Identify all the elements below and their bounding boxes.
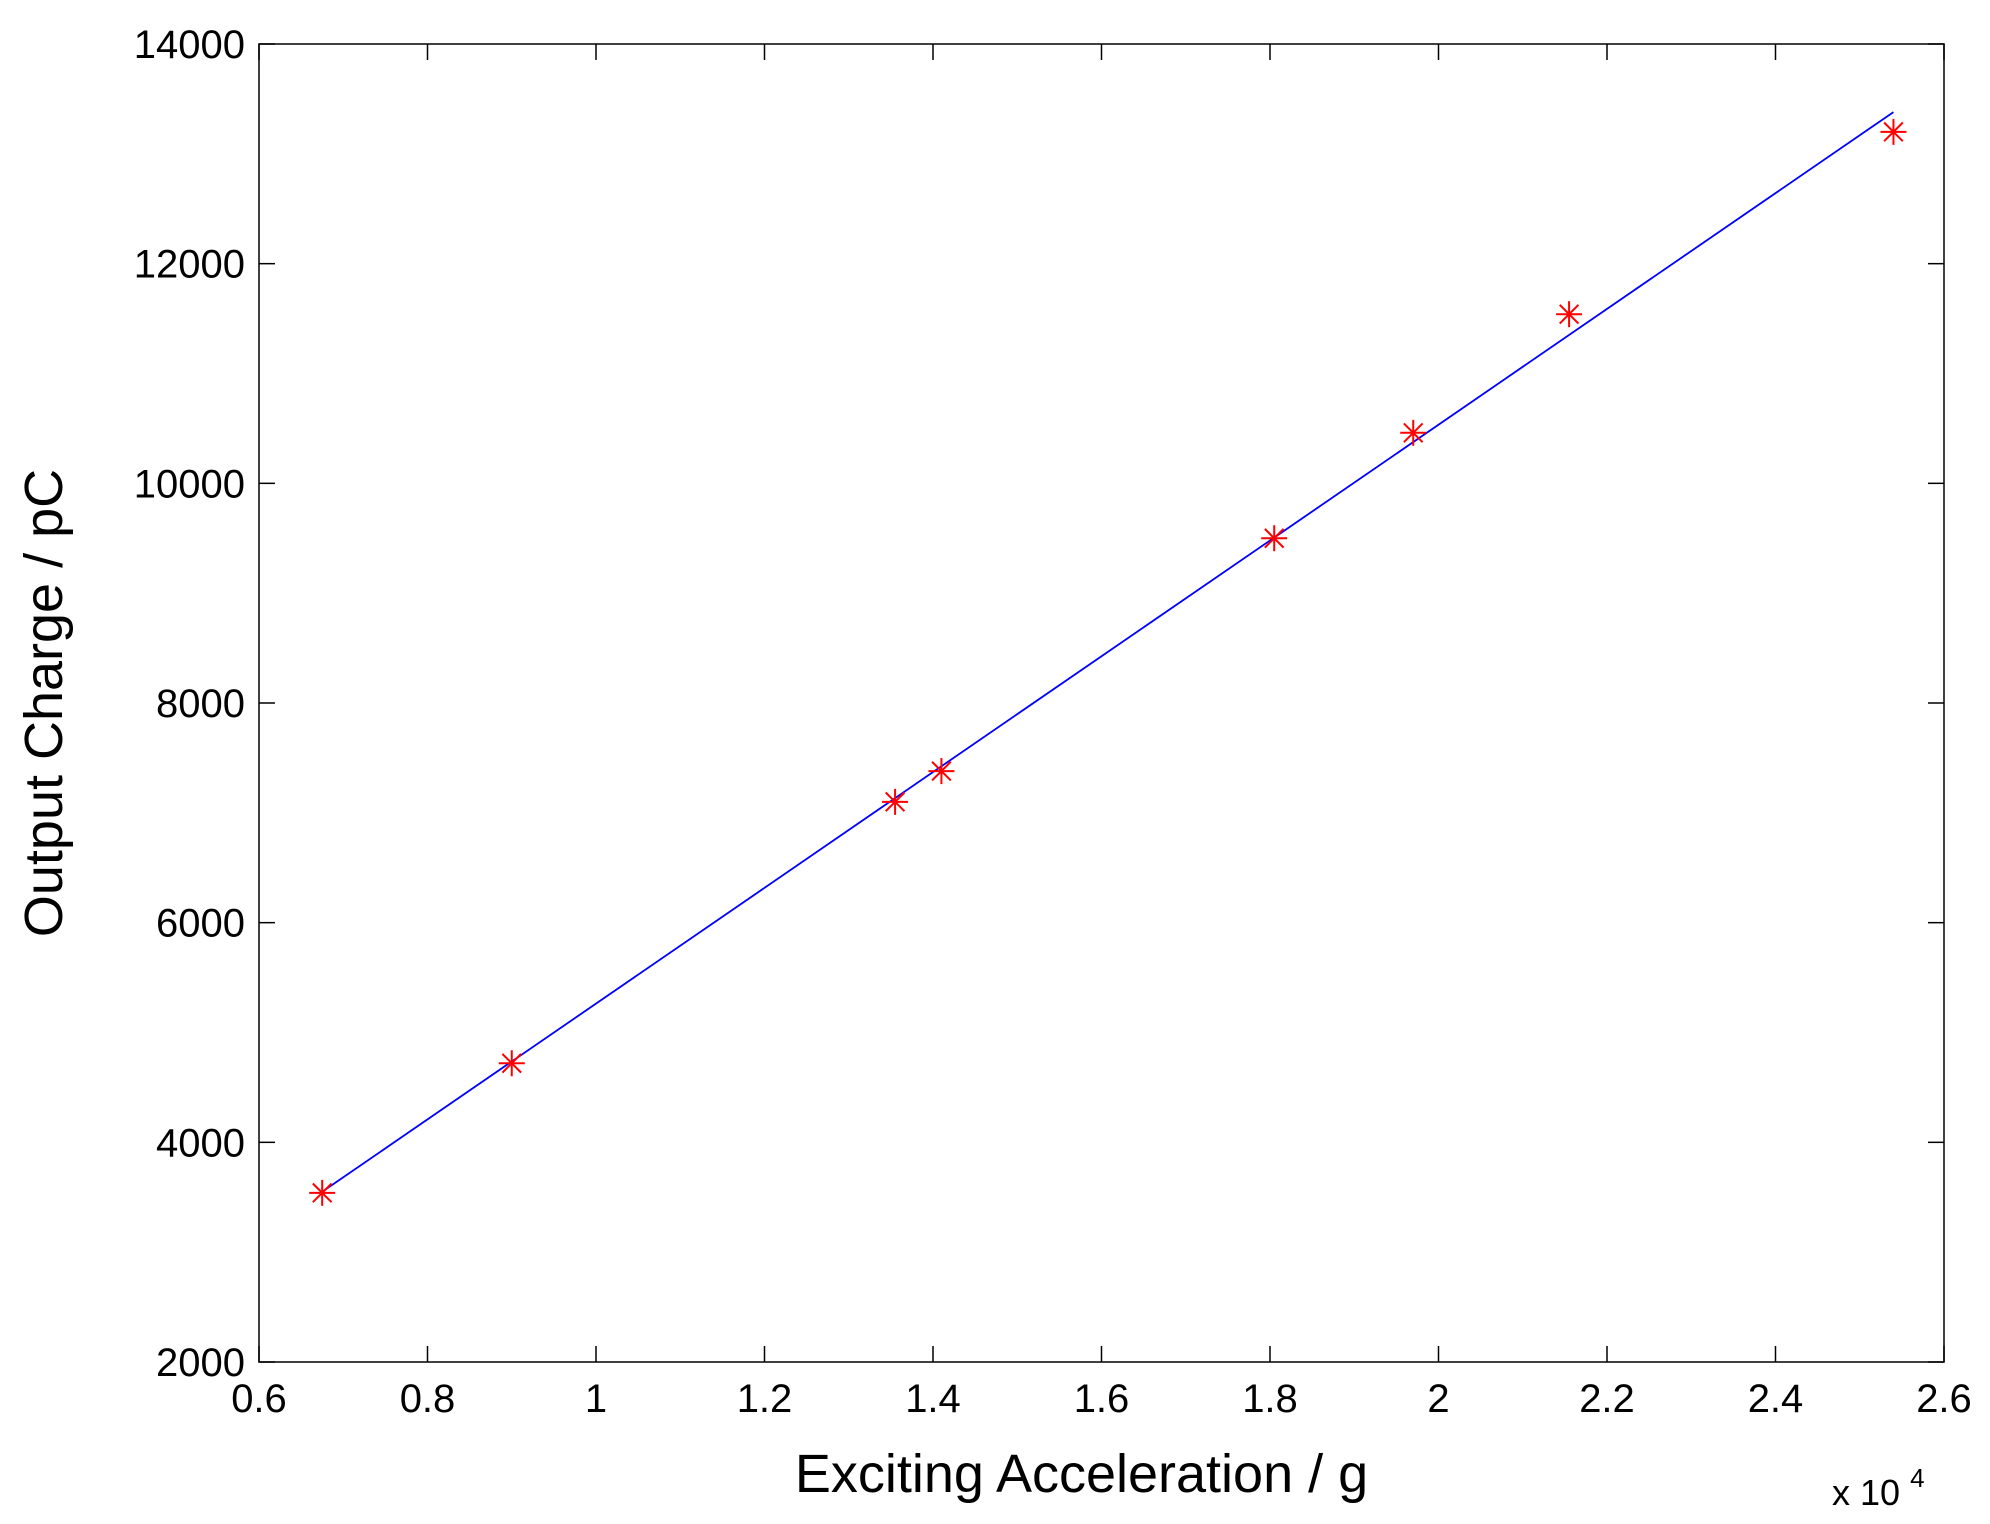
data-point bbox=[498, 1050, 525, 1077]
x-tick-label: 1.4 bbox=[905, 1377, 961, 1421]
x-axis-title: Exciting Acceleration / g bbox=[795, 1444, 1368, 1504]
y-tick-label: 12000 bbox=[134, 243, 245, 287]
x-axis: 0.6 0.8 1 1.2 1.4 1.6 1.8 2 2.2 2.4 2.6 bbox=[231, 44, 1972, 1421]
x-tick-label: 1.8 bbox=[1242, 1377, 1298, 1421]
plot-area bbox=[258, 43, 1945, 1363]
series-layer bbox=[309, 111, 1907, 1206]
x-tick-label: 1 bbox=[585, 1377, 607, 1421]
x-axis-multiplier-base: x 10 bbox=[1832, 1472, 1900, 1513]
y-tick-label: 6000 bbox=[156, 902, 245, 946]
data-point bbox=[1261, 525, 1288, 552]
x-tick-label: 2.6 bbox=[1916, 1377, 1972, 1421]
data-point bbox=[1880, 118, 1907, 145]
y-tick-label: 2000 bbox=[156, 1341, 245, 1385]
asterisk-stroke bbox=[312, 1182, 333, 1203]
y-tick-label: 8000 bbox=[156, 682, 245, 726]
x-tick-label: 1.2 bbox=[737, 1377, 793, 1421]
asterisk-stroke bbox=[1559, 304, 1580, 325]
data-point bbox=[882, 788, 909, 815]
x-tick-label: 0.8 bbox=[400, 1377, 456, 1421]
x-tick-label: 2.4 bbox=[1748, 1377, 1804, 1421]
data-point bbox=[1400, 419, 1427, 446]
asterisk-stroke bbox=[931, 761, 952, 782]
x-axis-multiplier-exponent: 4 bbox=[1910, 1463, 1924, 1493]
data-point bbox=[309, 1179, 336, 1206]
asterisk-stroke bbox=[1264, 528, 1285, 549]
y-tick-label: 4000 bbox=[156, 1121, 245, 1165]
x-tick-label: 2.2 bbox=[1579, 1377, 1635, 1421]
x-tick-label: 1.6 bbox=[1074, 1377, 1130, 1421]
fit-line bbox=[321, 111, 1894, 1193]
data-point bbox=[1556, 301, 1583, 328]
data-point bbox=[928, 758, 955, 785]
x-tick-label: 2 bbox=[1427, 1377, 1449, 1421]
y-axis: 2000 4000 6000 8000 10000 12000 14000 bbox=[134, 23, 1944, 1385]
asterisk-stroke bbox=[501, 1053, 522, 1074]
asterisk-stroke bbox=[1403, 422, 1424, 443]
y-tick-label: 10000 bbox=[134, 462, 245, 506]
x-tick-label: 0.6 bbox=[231, 1377, 287, 1421]
asterisk-stroke bbox=[885, 791, 906, 812]
y-axis-title: Output Charge / pC bbox=[14, 469, 74, 937]
x-axis-multiplier: x 10 4 bbox=[1832, 1463, 1925, 1513]
asterisk-stroke bbox=[1883, 121, 1904, 142]
y-tick-label: 14000 bbox=[134, 23, 245, 67]
